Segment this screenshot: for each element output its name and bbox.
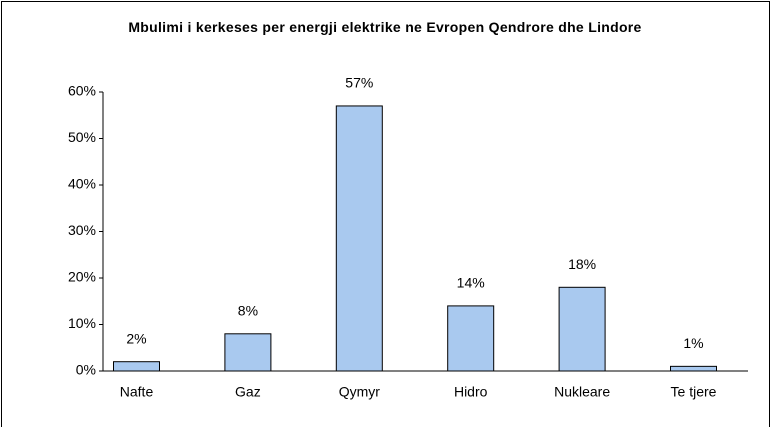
x-tick-label: Nafte — [120, 384, 154, 400]
bar — [670, 365, 717, 372]
x-tick-label: Nukleare — [554, 384, 610, 400]
data-label: 18% — [568, 256, 596, 272]
y-tick-label: 0% — [76, 362, 96, 378]
data-label: 8% — [238, 303, 258, 319]
data-label: 2% — [126, 330, 146, 346]
bar — [113, 361, 160, 372]
data-label: 14% — [457, 275, 485, 291]
y-tick-label: 50% — [68, 129, 96, 145]
data-label: 1% — [683, 335, 703, 351]
bar — [447, 305, 495, 372]
bar — [224, 333, 272, 372]
y-tick-label: 30% — [68, 222, 96, 238]
x-tick-label: Te tjere — [671, 384, 717, 400]
x-tick-label: Hidro — [454, 384, 488, 400]
y-tick-label: 60% — [68, 83, 96, 99]
bar — [558, 286, 606, 372]
x-tick-label: Gaz — [235, 384, 261, 400]
x-tick-label: Qymyr — [339, 384, 381, 400]
data-label: 57% — [345, 75, 373, 91]
y-tick-label: 40% — [68, 176, 96, 192]
chart-title: Mbulimi i kerkeses per energji elektrike… — [128, 19, 642, 35]
bar — [335, 105, 383, 372]
y-tick-label: 10% — [68, 315, 96, 331]
y-tick-label: 20% — [68, 269, 96, 285]
